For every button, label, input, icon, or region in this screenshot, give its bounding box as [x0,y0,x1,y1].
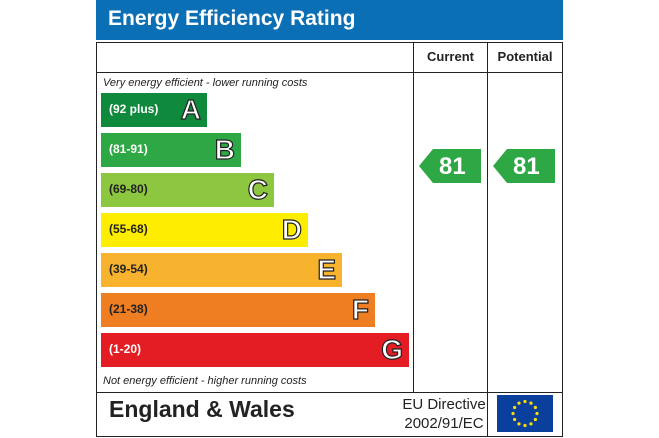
current-rating-arrow: 81 [419,149,483,183]
eu-star [523,399,527,404]
band-letter: E [317,253,337,285]
directive-line1: EU Directive [402,396,486,413]
potential-rating-value: 81 [513,153,540,180]
eu-star [517,401,521,405]
band-letter: B [214,133,235,165]
eu-star [533,405,537,410]
eu-flag-icon [497,395,553,432]
band-range: (1-20) [109,342,142,356]
eu-star [513,405,517,410]
footer-divider [97,392,562,393]
band-c: (69-80) C [101,173,274,207]
band-range: (55-68) [109,222,148,236]
current-rating-value: 81 [439,153,466,180]
divider-potential [487,43,488,436]
band-g: (1-20) G [101,333,409,367]
band-a: (92 plus) A [101,93,207,127]
header-bar: Energy Efficiency Rating [96,0,563,40]
band-range: (69-80) [109,182,148,196]
eu-star [523,423,527,428]
eu-directive: EU Directive 2002/91/EC [397,395,491,433]
band-b: (81-91) B [101,133,241,167]
eu-star [529,401,533,405]
eu-star [533,417,537,422]
band-letter: A [180,93,201,125]
band-range: (92 plus) [109,102,159,116]
column-current-header: Current [427,49,474,64]
bottom-note: Not energy efficient - higher running co… [103,375,307,387]
top-note: Very energy efficient - lower running co… [103,77,308,89]
band-range: (21-38) [109,302,148,316]
band-letter: D [281,213,302,245]
potential-rating-arrow: 81 [493,149,557,183]
eu-star [513,417,517,422]
potential-arrow-shape [493,149,555,183]
eu-stars [511,399,539,428]
band-e: (39-54) E [101,253,342,287]
eu-star [529,422,533,426]
current-arrow-shape [419,149,481,183]
directive-line2: 2002/91/EC [404,415,484,432]
header-divider [97,72,562,73]
eu-star [511,411,515,416]
eu-star [517,422,521,426]
column-potential-header: Potential [497,49,553,64]
eu-star [535,411,539,416]
band-letter: F [351,293,369,325]
chart-title: Energy Efficiency Rating [108,7,356,30]
band-d: (55-68) D [101,213,308,247]
band-letter: C [247,173,268,205]
band-range: (39-54) [109,262,148,276]
band-letter: G [381,333,404,365]
band-range: (81-91) [109,142,148,156]
divider-current [413,43,414,393]
region-label: England & Wales [109,396,295,422]
band-f: (21-38) F [101,293,375,327]
rating-frame: Current Potential Very energy efficient … [96,42,563,437]
